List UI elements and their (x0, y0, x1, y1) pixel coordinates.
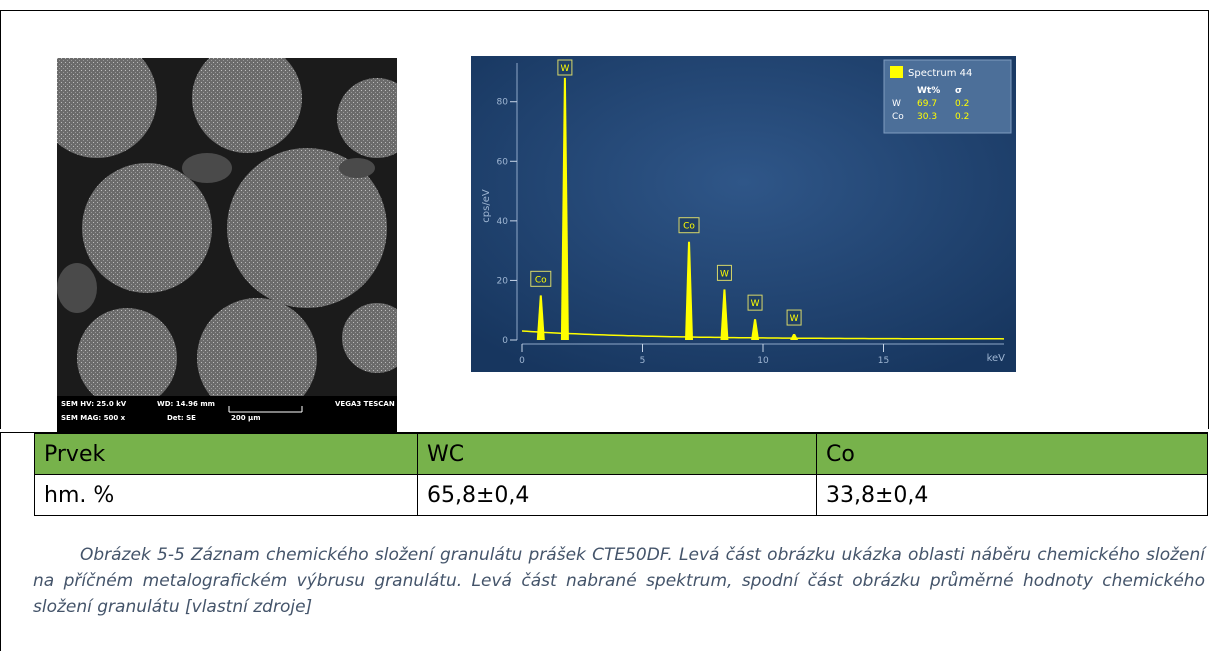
legend-element: W (892, 99, 901, 109)
legend-header: Wt% (917, 86, 940, 96)
y-tick-label: 0 (502, 336, 508, 346)
sem-wd: WD: 14.96 mm (157, 400, 215, 408)
page: SEM HV: 25.0 kV WD: 14.96 mm VEGA3 TESCA… (0, 0, 1209, 655)
sem-det: Det: SE (167, 414, 196, 422)
figure-caption: Obrázek 5-5 Záznam chemického složení gr… (33, 542, 1205, 620)
y-tick-label: 80 (497, 98, 509, 108)
legend-value: 30.3 (917, 112, 937, 122)
y-axis-label: cps/eV (481, 189, 492, 223)
table-cell: 33,8±0,4 (817, 475, 1208, 516)
table-cell: hm. % (35, 475, 418, 516)
peak-label: Co (535, 275, 547, 285)
sem-scale: 200 μm (231, 414, 261, 422)
table-header: Prvek (35, 434, 418, 475)
y-tick-label: 40 (497, 217, 509, 227)
x-axis-label: keV (987, 353, 1006, 364)
table-header: WC (418, 434, 817, 475)
peak-label: W (560, 64, 569, 74)
peak-label: Co (683, 222, 695, 232)
x-tick-label: 5 (640, 356, 646, 366)
legend-value: 0.2 (955, 99, 969, 109)
x-tick-label: 15 (878, 356, 889, 366)
sem-hv: SEM HV: 25.0 kV (61, 400, 127, 408)
peak-label: W (751, 299, 760, 309)
sem-mag: SEM MAG: 500 x (61, 414, 126, 422)
legend-element: Co (892, 112, 904, 122)
legend-value: 69.7 (917, 99, 937, 109)
peak-label: W (720, 269, 729, 279)
y-tick-label: 60 (497, 157, 509, 167)
legend-value: 0.2 (955, 112, 969, 122)
spectrum: cps/eV keV 0 20 40 60 80 0 5 10 15 Co W Co W W W Spect… (471, 56, 1016, 372)
sem-image: SEM HV: 25.0 kV WD: 14.96 mm VEGA3 TESCA… (57, 58, 397, 438)
table-cell: 65,8±0,4 (418, 475, 817, 516)
x-tick-label: 10 (757, 356, 769, 366)
legend-title: Spectrum 44 (908, 68, 972, 79)
y-tick-label: 20 (497, 276, 509, 286)
x-tick-label: 0 (519, 356, 525, 366)
sem-device: VEGA3 TESCAN (335, 400, 395, 408)
legend-header: σ (955, 86, 962, 96)
peak-label: W (790, 314, 799, 324)
result-table: Prvek WC Co hm. % 65,8±0,4 33,8±0,4 (34, 433, 1208, 516)
table-header: Co (817, 434, 1208, 475)
